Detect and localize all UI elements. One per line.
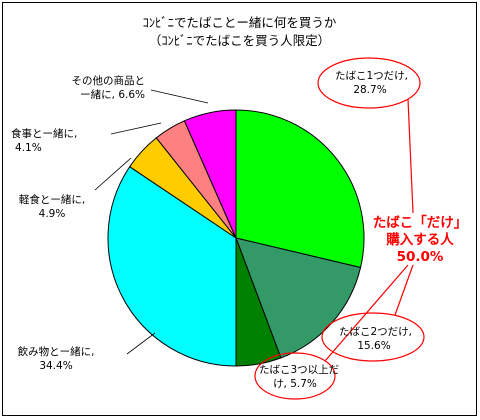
slice-label-5-line2: 4.9%: [38, 208, 66, 220]
callout-ellipse-slice-2: [321, 312, 425, 362]
leader-line-drink: [126, 332, 156, 355]
slice-label-3: たばこ3つ以上だ け, 5.7%: [259, 363, 340, 391]
slice-label-6-line1: 食事とー緒に,: [11, 128, 78, 140]
callout-ellipse-slice-3: [254, 352, 336, 400]
slice-label-7: その他の商品と ー緒に, 6.6%: [41, 74, 146, 102]
slice-label-1-line2: 28.7%: [353, 84, 387, 96]
pie-slice-7: [183, 109, 237, 239]
slice-label-7-line2: ー緒に, 6.6%: [80, 89, 145, 101]
callout-leader-3: [324, 264, 409, 362]
slice-label-5-line1: 軽食とー緒に,: [18, 194, 86, 206]
chart-subtitle: （ｺﾝﾋﾞﾆでたばこを買う人限定）: [148, 33, 331, 48]
chart-title: ｺﾝﾋﾞﾆでたばことー緒に何を買うか: [142, 15, 337, 30]
pie-chart: [94, 57, 425, 400]
slice-label-5: 軽食とー緒に, 4.9%: [17, 193, 87, 221]
leader-line-snack: [94, 157, 132, 191]
chart-frame: ｺﾝﾋﾞﾆでたばことー緒に何を買うか （ｺﾝﾋﾞﾆでたばこを買う人限定） たばこ…: [2, 2, 477, 416]
leader-line-other: [150, 89, 209, 104]
slice-label-2-line2: 15.6%: [357, 340, 391, 352]
slice-label-1-line1: たばこ1つだけ,: [335, 70, 409, 82]
slice-label-6: 食事とー緒に, 4.1%: [11, 127, 101, 155]
slice-label-4-line1: 飲み物とー緒に,: [17, 346, 95, 358]
callout-ellipse-slice-1: [317, 57, 421, 109]
slice-label-6-line2: 4.1%: [15, 142, 42, 154]
callout-line1: たばこ「だけ」: [372, 215, 468, 231]
callout-line2: 購入する人: [386, 232, 454, 248]
slice-label-3-line2: け, 5.7%: [273, 378, 317, 390]
leader-line-meal: [110, 122, 162, 135]
slice-label-4: 飲み物とー緒に, 34.4%: [11, 345, 101, 373]
slice-label-2: たばこ2つだけ, 15.6%: [339, 325, 413, 353]
callout-leader-2: [394, 264, 414, 316]
slice-label-4-line2: 34.4%: [39, 360, 73, 372]
solo-purchase-callout: たばこ「だけ」 購入する人 50.0%: [365, 215, 475, 266]
slice-label-3-line1: たばこ3つ以上だ: [259, 364, 340, 376]
slice-label-7-line1: その他の商品と: [71, 75, 146, 87]
callout-leader-1: [407, 98, 414, 214]
pie-slice-4: [107, 166, 237, 367]
slice-label-2-line1: たばこ2つだけ,: [339, 326, 413, 338]
pie-slice-1: [235, 109, 365, 269]
slice-label-1: たばこ1つだけ, 28.7%: [335, 69, 409, 97]
callout-line3: 50.0%: [396, 249, 444, 265]
